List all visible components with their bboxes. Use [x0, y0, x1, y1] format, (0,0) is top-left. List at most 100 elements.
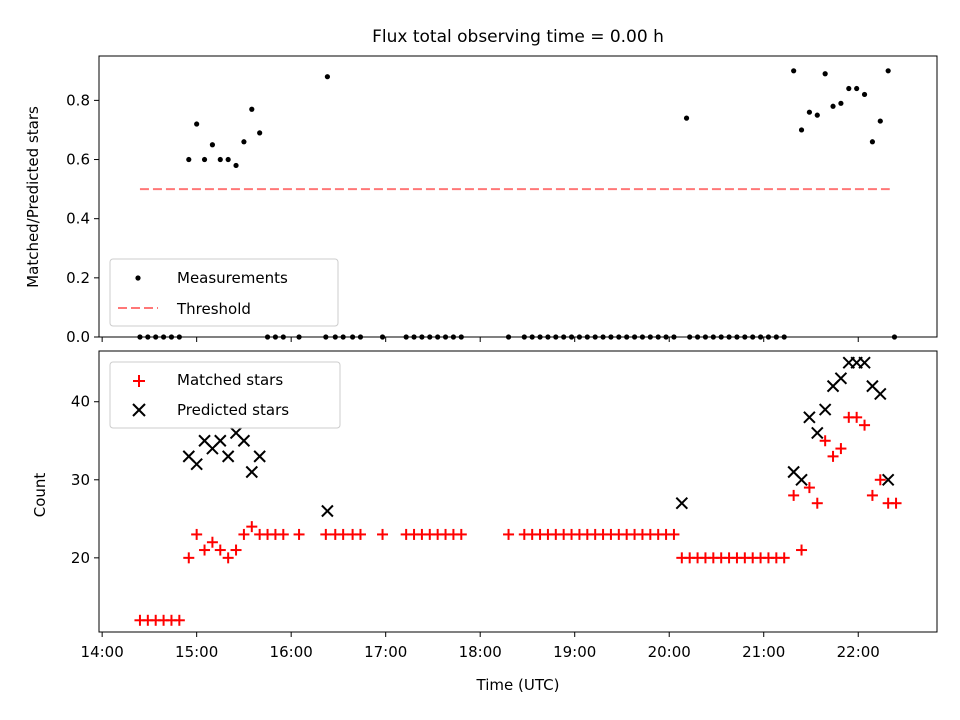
- measurement-point: [257, 130, 263, 136]
- top-ytick-label: 0.6: [66, 151, 90, 169]
- xtick-label: 21:00: [742, 643, 785, 661]
- bottom-ytick-label: 20: [71, 549, 90, 567]
- predicted-star-point: [795, 473, 808, 486]
- measurement-point: [822, 71, 828, 77]
- measurement-point: [854, 85, 860, 92]
- matched-star-point: [354, 528, 366, 540]
- matched-star-point: [827, 450, 839, 462]
- legend-marker-matched: [133, 375, 145, 387]
- bottom-plot-frame: [98, 350, 938, 633]
- measurement-point: [846, 85, 852, 92]
- top-legend-box: [109, 258, 339, 327]
- predicted-star-point: [874, 387, 887, 401]
- matched-star-point: [796, 544, 808, 556]
- top-ytick-label: 0.0: [66, 328, 90, 346]
- bottom-ytick-label: 40: [71, 393, 90, 411]
- measurement-point: [861, 91, 868, 98]
- matched-star-point: [173, 614, 185, 626]
- xtick-label: 15:00: [175, 643, 218, 661]
- legend-marker-predicted: [132, 403, 146, 417]
- measurement-point: [683, 115, 690, 121]
- measurement-point: [209, 142, 216, 148]
- predicted-star-point: [675, 497, 689, 510]
- top-data-layer: [137, 68, 898, 340]
- legend-label-threshold: Threshold: [176, 300, 251, 318]
- matched-star-point: [859, 419, 871, 431]
- predicted-star-point: [237, 434, 251, 447]
- matched-star-point: [866, 489, 878, 501]
- top-legend: Measurements Threshold: [109, 258, 339, 327]
- bottom-ytick-label: 30: [71, 471, 90, 489]
- bottom-legend: Matched stars Predicted stars: [109, 361, 341, 429]
- top-ytick-label: 0.4: [66, 210, 90, 228]
- predicted-star-point: [214, 434, 227, 447]
- xtick-label: 14:00: [81, 643, 124, 661]
- predicted-star-point: [881, 473, 895, 486]
- measurement-point: [201, 156, 208, 163]
- measurement-point: [791, 68, 797, 74]
- matched-star-point: [183, 552, 195, 564]
- top-y-axis-label: Matched/Predicted stars: [24, 106, 42, 288]
- matched-star-point: [230, 544, 242, 556]
- measurement-point: [225, 156, 231, 163]
- matched-star-point: [214, 544, 226, 556]
- top-plot-frame: [98, 55, 938, 338]
- top-ytick-label: 0.8: [66, 91, 90, 109]
- measurement-point: [806, 109, 813, 115]
- matched-star-point: [199, 544, 211, 556]
- legend-label-measurements: Measurements: [177, 269, 288, 287]
- matched-star-point: [191, 528, 203, 540]
- matched-star-point: [455, 528, 467, 540]
- matched-star-point: [377, 528, 389, 540]
- matched-star-point: [206, 536, 218, 548]
- predicted-star-point: [811, 426, 824, 440]
- measurement-point: [838, 100, 844, 106]
- predicted-star-point: [858, 356, 871, 369]
- measurement-point: [186, 156, 192, 163]
- bottom-plot: 20 30 40 14:00 15:00 16:00 17:00 18:00 19:00 20:…: [31, 350, 938, 694]
- matched-star-point: [819, 435, 831, 447]
- measurement-point: [798, 127, 805, 133]
- measurement-point: [249, 106, 255, 112]
- predicted-star-point: [818, 403, 832, 416]
- measurement-point: [194, 121, 200, 127]
- xtick-label: 19:00: [553, 643, 596, 661]
- xtick-label: 16:00: [270, 643, 313, 661]
- legend-label-matched: Matched stars: [177, 371, 283, 389]
- matched-star-point: [238, 528, 250, 540]
- measurement-point: [869, 139, 876, 145]
- bottom-y-axis-label: Count: [31, 473, 49, 518]
- bottom-data-layer: [134, 356, 902, 626]
- xtick-label: 22:00: [837, 643, 880, 661]
- xtick-label: 17:00: [364, 643, 407, 661]
- measurement-point: [830, 103, 836, 109]
- xtick-label: 18:00: [459, 643, 502, 661]
- xtick-label: 20:00: [648, 643, 691, 661]
- bottom-legend-box: [109, 361, 341, 429]
- predicted-star-point: [834, 372, 848, 385]
- predicted-star-point: [221, 450, 235, 463]
- predicted-star-point: [245, 465, 259, 479]
- top-x-axis: [101, 337, 859, 342]
- predicted-star-point: [190, 457, 203, 471]
- measurement-point: [877, 118, 883, 124]
- top-plot: 0.00.20.40.60.8 Matched/Predicted stars …: [24, 55, 938, 346]
- matched-star-point: [890, 497, 902, 509]
- x-axis-label: Time (UTC): [476, 676, 560, 694]
- measurement-point: [217, 156, 223, 163]
- matched-star-point: [222, 552, 234, 564]
- bottom-y-axis: 20 30 40: [71, 393, 99, 567]
- measurement-point: [241, 139, 247, 145]
- matched-star-point: [337, 528, 349, 540]
- predicted-star-point: [803, 411, 816, 424]
- matched-star-point: [811, 497, 823, 509]
- matched-star-point: [503, 528, 515, 540]
- matched-star-point: [803, 482, 815, 494]
- predicted-star-point: [253, 450, 266, 463]
- matched-star-point: [668, 528, 680, 540]
- top-ytick-label: 0.2: [66, 269, 90, 287]
- measurement-point: [885, 68, 891, 74]
- top-y-axis: 0.0 0.2 0.4 0.6 0.8: [66, 91, 99, 346]
